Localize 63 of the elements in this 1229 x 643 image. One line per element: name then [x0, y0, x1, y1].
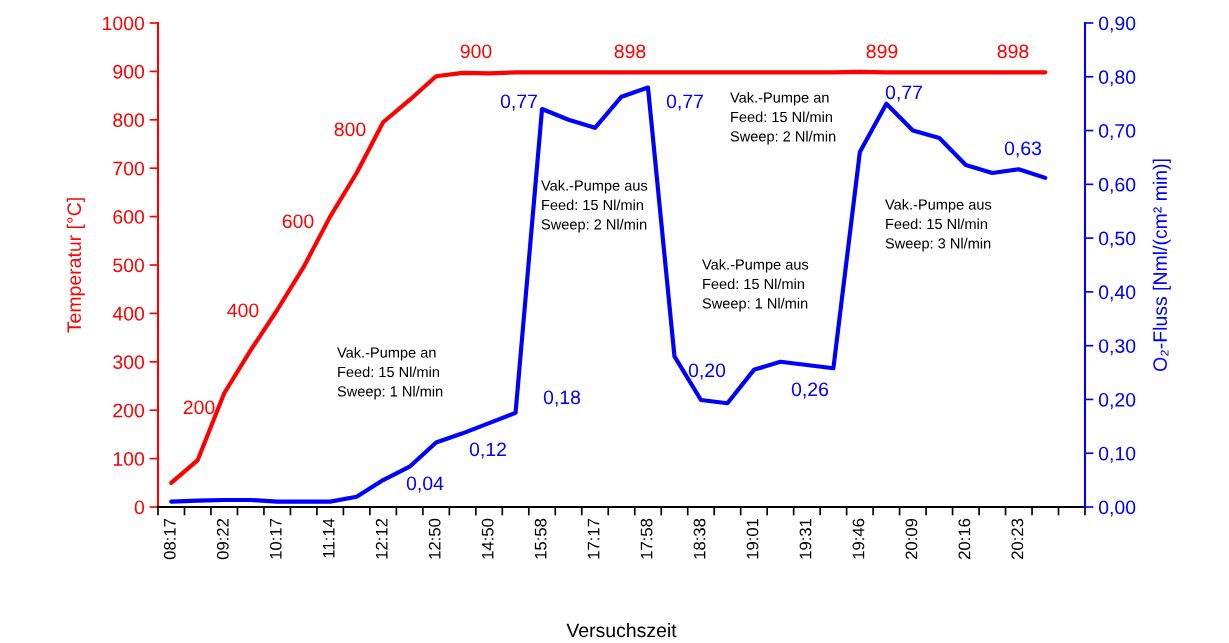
annotation: 0,12	[469, 442, 506, 459]
annotation: 0,77	[666, 94, 703, 111]
y-tick-label: 500	[113, 258, 145, 273]
y2-tick-label: 0,20	[1098, 392, 1136, 409]
x-tick-label: 18:38	[693, 518, 706, 559]
annotation: 898	[997, 44, 1029, 59]
x-tick-label: 19:31	[799, 518, 812, 559]
x-axis-title: Versuchszeit	[566, 622, 677, 638]
annotation: 0,63	[1004, 141, 1042, 158]
annotation: 0,04	[406, 476, 444, 493]
annotation: 0,20	[688, 363, 726, 380]
y-tick-label: 100	[113, 452, 145, 466]
x-tick-label: 17:58	[640, 518, 653, 559]
y2-tick-label: 0,50	[1098, 231, 1136, 248]
x-tick-label: 14:50	[481, 518, 494, 559]
x-tick-label: 19:46	[852, 518, 865, 559]
y2-tick-label: 0,70	[1098, 124, 1136, 141]
annotation: Vak.-Pumpe aus Feed: 15 Nl/min Sweep: 1 Nl/min	[702, 259, 809, 312]
x-tick-label: 20:09	[905, 518, 918, 559]
y2-tick-label: 0,90	[1098, 16, 1136, 33]
x-tick-label: 15:58	[534, 518, 547, 559]
annotation: 200	[183, 400, 215, 415]
annotation: 0,26	[791, 382, 829, 399]
annotation: 898	[614, 44, 646, 59]
annotation: Vak.-Pumpe an Feed: 15 Nl/min Sweep: 2 Nl/min	[730, 92, 836, 145]
x-tick-label: 08:17	[163, 518, 176, 560]
y-tick-label: 1000	[103, 16, 145, 31]
annotation: 400	[227, 303, 259, 318]
x-tick-label: 09:22	[216, 518, 229, 560]
x-tick-label: 10:17	[269, 518, 282, 559]
y2-axis-title: O₂-Fluss [Nml/(cm² min)]	[1152, 159, 1171, 371]
y-axis-title: Temperatur [°C]	[66, 198, 85, 333]
y2-tick-label: 0,00	[1098, 500, 1136, 517]
y2-tick-label: 0,60	[1098, 177, 1136, 194]
y-tick-label: 300	[113, 355, 145, 370]
annotation: 899	[866, 44, 898, 59]
y-tick-label: 700	[113, 161, 145, 176]
x-tick-label: 12:50	[428, 518, 441, 559]
x-tick-label: 11:14	[323, 518, 335, 558]
y2-tick-label: 0,40	[1098, 285, 1136, 302]
x-tick-label: 17:17	[587, 518, 600, 559]
x-tick-label: 19:01	[746, 518, 759, 559]
y2-tick-label: 0,10	[1098, 446, 1136, 463]
annotation: Vak.-Pumpe aus Feed: 15 Nl/min Sweep: 3 Nl/min	[885, 199, 992, 252]
y2-tick-label: 0,30	[1098, 339, 1136, 356]
annotation: Vak.-Pumpe aus Feed: 15 Nl/min Sweep: 2 Nl/min	[541, 180, 648, 233]
annotation: 0,77	[500, 94, 537, 111]
annotation: Vak.-Pumpe an Feed: 15 Nl/min Sweep: 1 Nl/min	[337, 347, 443, 400]
y-tick-label: 900	[113, 64, 145, 79]
annotation: 900	[460, 44, 492, 59]
annotation: 0,77	[885, 85, 922, 102]
y2-tick-label: 0,80	[1098, 70, 1136, 87]
y-tick-label: 600	[113, 210, 145, 224]
y-tick-label: 0	[134, 500, 145, 515]
y-tick-label: 800	[113, 113, 145, 128]
annotation: 0,18	[543, 390, 581, 407]
x-tick-label: 20:23	[1011, 518, 1024, 559]
annotation: 600	[282, 214, 314, 229]
annotation: 800	[334, 122, 366, 137]
x-tick-label: 12:12	[375, 518, 388, 559]
y-tick-label: 400	[112, 306, 145, 321]
y-tick-label: 200	[113, 403, 145, 418]
x-tick-label: 20:16	[958, 518, 971, 559]
